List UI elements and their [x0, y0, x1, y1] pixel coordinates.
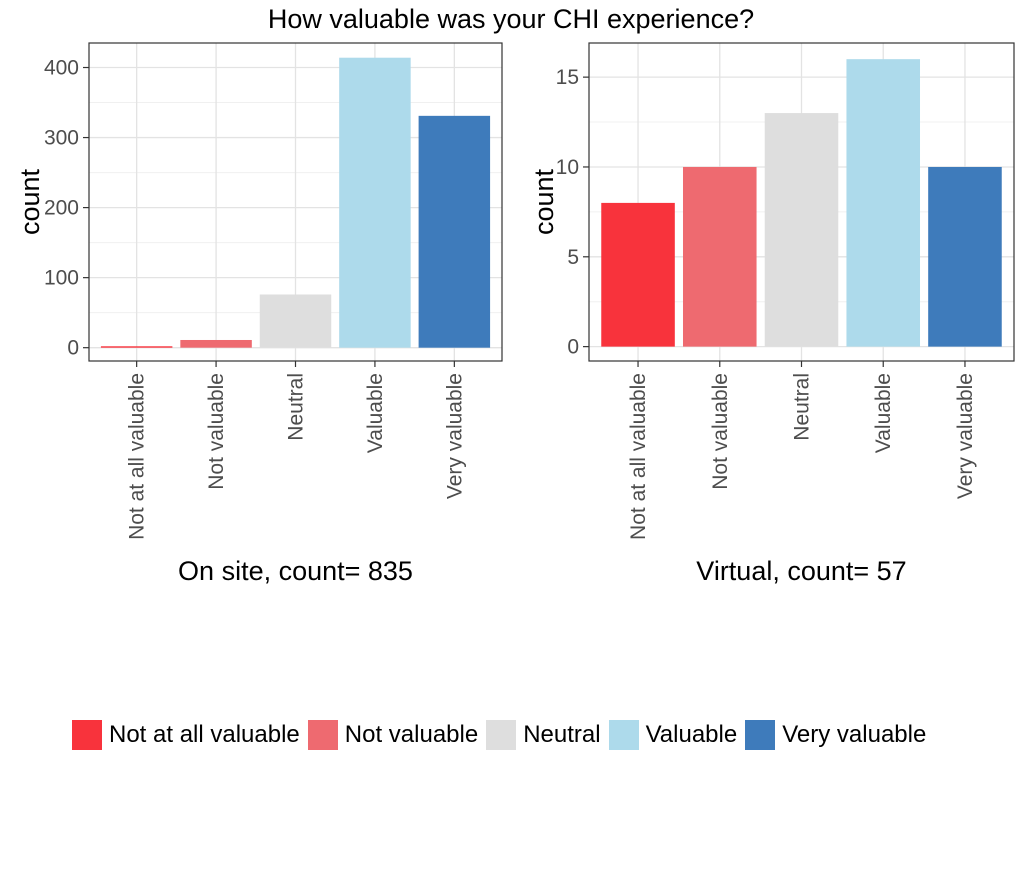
bar-valuable [339, 57, 411, 348]
x-axis-title: On site, count= 835 [178, 556, 413, 586]
legend-swatch [72, 720, 102, 750]
legend-label: Not valuable [344, 721, 479, 748]
legend-item-not-valuable: Not valuable [307, 720, 479, 750]
y-tick-label: 10 [556, 156, 579, 179]
y-tick-label: 100 [44, 267, 79, 290]
y-tick-label: 0 [67, 337, 79, 360]
legend-swatch [486, 720, 517, 750]
x-tick-label: Not valuable [709, 373, 732, 490]
x-tick-label: Very valuable [954, 373, 977, 499]
bar-very-valuable [928, 166, 1002, 347]
legend-label: Very valuable [782, 721, 927, 748]
legend-label: Not at all valuable [109, 721, 300, 748]
y-axis-title: count [15, 168, 45, 235]
legend-swatch [608, 720, 639, 750]
x-tick-label: Not at all valuable [126, 373, 149, 540]
bar-not-valuable [180, 339, 252, 348]
x-tick-label: Valuable [364, 373, 387, 453]
legend-label: Valuable [645, 721, 738, 748]
bar-not-valuable [682, 166, 757, 347]
figure-title: How valuable was your CHI experience? [268, 4, 754, 34]
legend: Not at all valuable Not valuable Neutral Va… [72, 720, 934, 750]
y-tick-label: 300 [44, 127, 79, 150]
y-tick-label: 5 [567, 246, 579, 269]
bar-very-valuable [418, 115, 491, 348]
x-tick-label: Neutral [791, 373, 814, 441]
bar-neutral [259, 294, 332, 348]
y-tick-label: 0 [567, 336, 579, 359]
x-tick-label: Not at all valuable [627, 373, 650, 540]
legend-label: Neutral [523, 721, 601, 748]
y-axis-title: count [529, 168, 559, 235]
panel-on-site: 0 100 200 300 400 Not at all valuable Not valu… [15, 42, 503, 586]
legend-item-neutral: Neutral [486, 720, 601, 750]
y-tick-label: 200 [44, 197, 79, 220]
x-tick-label: Neutral [285, 373, 308, 441]
bar-valuable [846, 59, 921, 347]
legend-item-not-at-all-valuable: Not at all valuable [72, 720, 300, 750]
x-tick-label: Very valuable [443, 373, 466, 499]
x-axis-title: Virtual, count= 57 [696, 556, 906, 586]
y-tick-label: 15 [556, 66, 579, 89]
panel-virtual: 0 5 10 15 Not at all valuable Not valuable Neu… [529, 42, 1015, 586]
bar-not-at-all-valuable [601, 202, 675, 347]
bar-neutral [764, 113, 839, 347]
legend-item-valuable: Valuable [608, 720, 738, 750]
bar-not-at-all-valuable [100, 346, 173, 348]
x-tick-label: Not valuable [205, 373, 228, 490]
legend-swatch [745, 720, 776, 750]
x-tick-label: Valuable [872, 373, 895, 453]
y-tick-label: 400 [44, 57, 79, 80]
legend-item-very-valuable: Very valuable [745, 720, 926, 750]
legend-swatch [307, 720, 338, 750]
